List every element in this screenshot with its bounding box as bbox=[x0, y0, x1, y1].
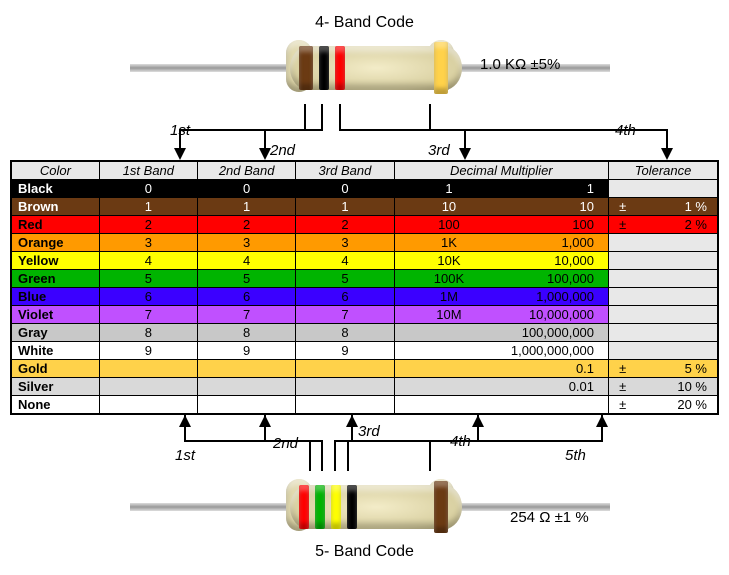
resistor-body-bottom bbox=[290, 485, 462, 529]
row-blue: Blue6661M1,000,000 bbox=[11, 288, 718, 306]
arrow-label-2nd: 2nd bbox=[270, 142, 295, 159]
band-yellow bbox=[331, 485, 341, 529]
row-white: White9991,000,000,000 bbox=[11, 342, 718, 360]
header-1st-band: 1st Band bbox=[99, 161, 197, 180]
resistor-body-top bbox=[290, 46, 462, 90]
arrow-label-1st: 1st bbox=[170, 122, 190, 139]
arrow-label-2nd: 2nd bbox=[273, 435, 298, 452]
value-5band: 254 Ω ±1 % bbox=[510, 509, 589, 526]
arrow-label-4th: 4th bbox=[450, 433, 471, 450]
row-red: Red222100100±2 % bbox=[11, 216, 718, 234]
arrow-label-1st: 1st bbox=[175, 447, 195, 464]
resistor-5band: 254 Ω ±1 % bbox=[10, 477, 719, 537]
row-gold: Gold0.1±5 % bbox=[11, 360, 718, 378]
row-orange: Orange3331K1,000 bbox=[11, 234, 718, 252]
row-none: None±20 % bbox=[11, 396, 718, 415]
header-3rd-band: 3rd Band bbox=[296, 161, 394, 180]
header-2nd-band: 2nd Band bbox=[198, 161, 296, 180]
header-decimal-multiplier: Decimal Multiplier bbox=[394, 161, 609, 180]
row-brown: Brown1111010±1 % bbox=[11, 198, 718, 216]
band-brown bbox=[434, 481, 448, 533]
lead-left bbox=[130, 503, 290, 511]
value-4band: 1.0 KΩ ±5% bbox=[480, 56, 560, 73]
band-gold bbox=[434, 42, 448, 94]
arrow-label-3rd: 3rd bbox=[358, 423, 380, 440]
title-5band: 5- Band Code bbox=[10, 543, 719, 561]
arrow-label-4th: 4th bbox=[615, 122, 636, 139]
header-color: Color bbox=[11, 161, 99, 180]
row-yellow: Yellow44410K10,000 bbox=[11, 252, 718, 270]
band-red bbox=[299, 485, 309, 529]
arrows-top: 1st 2nd 3rd 4th bbox=[10, 104, 719, 160]
row-violet: Violet77710M10,000,000 bbox=[11, 306, 718, 324]
arrow-label-3rd: 3rd bbox=[428, 142, 450, 159]
header-tolerance: Tolerance bbox=[609, 161, 718, 180]
band-brown bbox=[299, 46, 313, 90]
arrow-label-5th: 5th bbox=[565, 447, 586, 464]
band-red bbox=[335, 46, 345, 90]
row-silver: Silver0.01±10 % bbox=[11, 378, 718, 396]
resistor-4band: 1.0 KΩ ±5% bbox=[10, 38, 719, 98]
lead-left bbox=[130, 64, 290, 72]
arrows-bottom: 1st 2nd 3rd 4th 5th bbox=[10, 415, 719, 471]
row-black: Black00011 bbox=[11, 180, 718, 198]
color-code-table: Color1st Band2nd Band3rd BandDecimal Mul… bbox=[10, 160, 719, 415]
band-black bbox=[347, 485, 357, 529]
row-green: Green555100K100,000 bbox=[11, 270, 718, 288]
band-green bbox=[315, 485, 325, 529]
band-black bbox=[319, 46, 329, 90]
title-4band: 4- Band Code bbox=[10, 14, 719, 32]
row-gray: Gray888100,000,000 bbox=[11, 324, 718, 342]
